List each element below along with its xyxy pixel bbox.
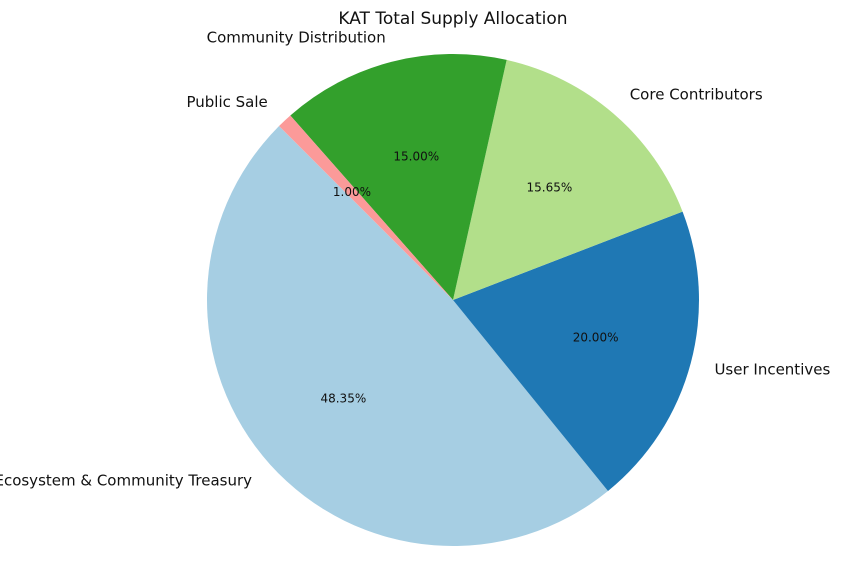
pie-slice-community-distribution — [290, 54, 507, 300]
pct-label-public-sale: 1.00% — [333, 185, 371, 199]
pie-slice-user-incentives — [453, 211, 699, 492]
pct-label-user-incentives: 20.00% — [573, 331, 619, 345]
category-labels: Ecosystem & Community Treasury User Incen… — [0, 28, 830, 489]
category-label-user-incentives: User Incentives — [714, 360, 830, 378]
pie-slice-public-sale — [279, 115, 453, 300]
category-label-public-sale: Public Sale — [186, 93, 267, 111]
category-label-core-contributors: Core Contributors — [630, 86, 763, 104]
pct-label-core-contributors: 15.65% — [527, 181, 573, 195]
pie-slice-core-contributors — [453, 59, 683, 301]
chart-title: KAT Total Supply Allocation — [338, 9, 567, 29]
percent-labels: 48.35% 20.00% 15.65% 15.00% 1.00% — [320, 150, 618, 406]
pie-slices — [207, 54, 699, 546]
pct-label-community-distribution: 15.00% — [393, 150, 439, 164]
category-label-ecosystem-and-community-treasury: Ecosystem & Community Treasury — [0, 472, 252, 490]
pie-slice-ecosystem-and-community-treasury — [207, 126, 609, 546]
category-label-community-distribution: Community Distribution — [207, 28, 386, 46]
pct-label-ecosystem-and-community-treasury: 48.35% — [320, 391, 366, 405]
